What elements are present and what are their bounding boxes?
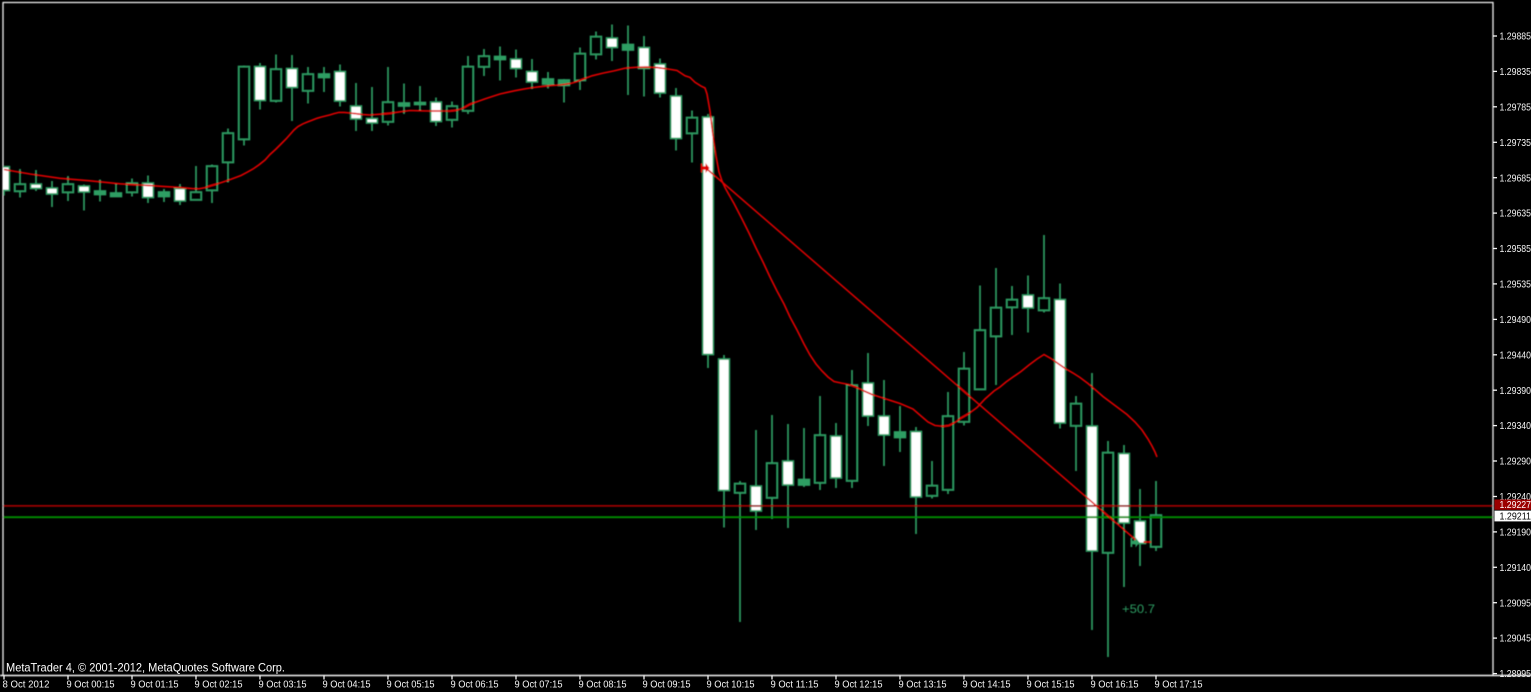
svg-text:1.29735: 1.29735 [1500, 138, 1531, 149]
svg-text:1.29635: 1.29635 [1500, 209, 1531, 220]
svg-text:9 Oct 12:15: 9 Oct 12:15 [835, 680, 883, 691]
svg-text:9 Oct 03:15: 9 Oct 03:15 [259, 680, 307, 691]
svg-text:9 Oct 06:15: 9 Oct 06:15 [451, 680, 499, 691]
svg-text:1.29211: 1.29211 [1500, 511, 1531, 522]
svg-text:1.29585: 1.29585 [1500, 244, 1531, 255]
svg-text:1.29190: 1.29190 [1500, 528, 1531, 539]
svg-text:9 Oct 11:15: 9 Oct 11:15 [771, 680, 819, 691]
svg-text:1.29290: 1.29290 [1500, 457, 1531, 468]
svg-text:1.29140: 1.29140 [1500, 563, 1531, 574]
svg-text:9 Oct 08:15: 9 Oct 08:15 [579, 680, 627, 691]
svg-text:1.29685: 1.29685 [1500, 173, 1531, 184]
svg-text:9 Oct 04:15: 9 Oct 04:15 [323, 680, 371, 691]
svg-text:9 Oct 16:15: 9 Oct 16:15 [1091, 680, 1139, 691]
svg-text:9 Oct 07:15: 9 Oct 07:15 [515, 680, 563, 691]
svg-text:1.29240: 1.29240 [1500, 492, 1531, 503]
svg-text:1.29390: 1.29390 [1500, 386, 1531, 397]
svg-text:9 Oct 02:15: 9 Oct 02:15 [195, 680, 243, 691]
svg-text:1.29835: 1.29835 [1500, 67, 1531, 78]
svg-text:1.29340: 1.29340 [1500, 421, 1531, 432]
svg-text:9 Oct 10:15: 9 Oct 10:15 [707, 680, 755, 691]
svg-text:MetaTrader 4, © 2001-2012, Met: MetaTrader 4, © 2001-2012, MetaQuotes So… [6, 661, 285, 675]
svg-text:1.28995: 1.28995 [1500, 669, 1531, 680]
svg-text:1.29785: 1.29785 [1500, 102, 1531, 113]
svg-text:9 Oct 14:15: 9 Oct 14:15 [963, 680, 1011, 691]
svg-text:1.29045: 1.29045 [1500, 634, 1531, 645]
svg-text:1.29490: 1.29490 [1500, 315, 1531, 326]
svg-text:1.29440: 1.29440 [1500, 350, 1531, 361]
svg-text:+50.7: +50.7 [1122, 602, 1155, 616]
svg-text:9 Oct 09:15: 9 Oct 09:15 [643, 680, 691, 691]
svg-text:1.29885: 1.29885 [1500, 32, 1531, 43]
svg-text:1.29095: 1.29095 [1500, 598, 1531, 609]
svg-text:9 Oct 01:15: 9 Oct 01:15 [131, 680, 179, 691]
svg-text:9 Oct 17:15: 9 Oct 17:15 [1155, 680, 1203, 691]
svg-text:9 Oct 15:15: 9 Oct 15:15 [1027, 680, 1075, 691]
svg-text:9 Oct 00:15: 9 Oct 00:15 [67, 680, 115, 691]
svg-text:9 Oct 13:15: 9 Oct 13:15 [899, 680, 947, 691]
svg-text:1.29227: 1.29227 [1500, 500, 1531, 511]
svg-text:1.29535: 1.29535 [1500, 280, 1531, 291]
svg-text:9 Oct 05:15: 9 Oct 05:15 [387, 680, 435, 691]
svg-text:8 Oct 2012: 8 Oct 2012 [3, 680, 50, 691]
